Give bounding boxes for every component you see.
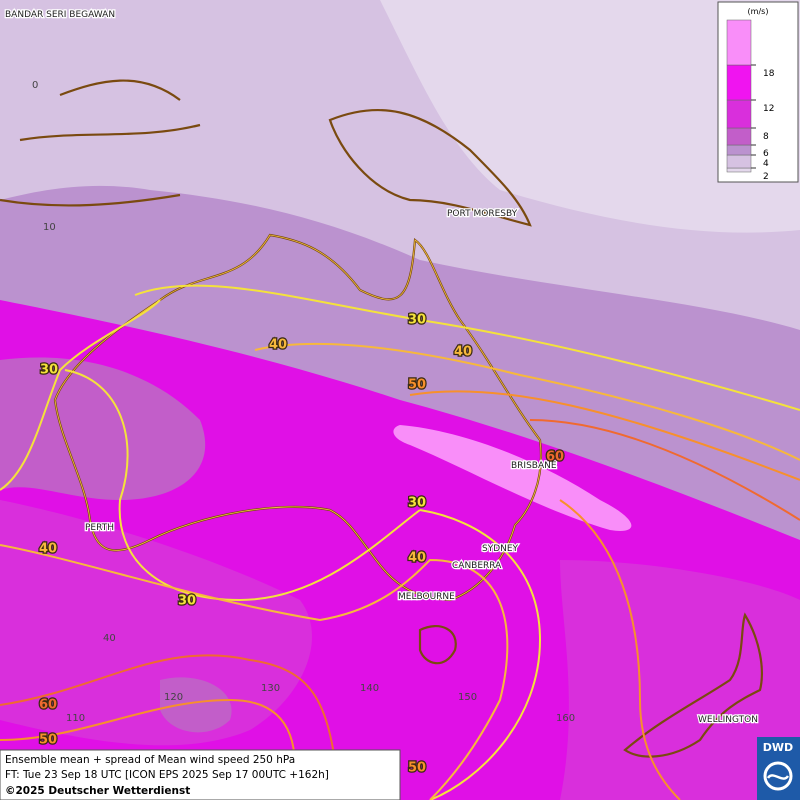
contour-label: 30 — [178, 594, 196, 609]
footer-title: Ensemble mean + spread of Mean wind spee… — [5, 754, 295, 766]
legend-swatch — [726, 154, 752, 169]
legend-tick-label: 12 — [763, 104, 774, 114]
legend-tick-label: 8 — [763, 132, 769, 142]
legend: (m/s) 2 46 8 12 18 — [717, 1, 799, 183]
grid-label: 10 — [43, 222, 56, 233]
contour-label: 30 — [40, 363, 58, 378]
contour-label: 30 — [408, 313, 426, 328]
contour-label: 60 — [39, 698, 57, 713]
contour-label: 40 — [408, 551, 426, 566]
grid-label: 150 — [458, 692, 477, 703]
contour-label: 50 — [408, 761, 426, 776]
legend-unit: (m/s) — [748, 7, 769, 16]
city-label: BRISBANE — [511, 461, 557, 471]
legend-tick-label: 6 — [763, 149, 769, 159]
contour-label: 50 — [408, 378, 426, 393]
legend-tick-label: 2 — [763, 172, 769, 182]
city-label: CANBERRA — [452, 561, 502, 571]
footer-copyright: ©2025 Deutscher Wetterdienst — [5, 785, 190, 797]
dwd-logo: DWD — [757, 737, 800, 800]
contour-labels: 30 40 40 50 60 30 30 40 40 30 60 50 50 — [38, 311, 566, 777]
contour-label: 40 — [39, 542, 57, 557]
contour-label: 30 — [408, 496, 426, 511]
coastlines — [0, 79, 763, 758]
contour-label: 40 — [454, 345, 472, 360]
footer: Ensemble mean + spread of Mean wind spee… — [0, 749, 401, 801]
legend-swatch — [726, 64, 752, 101]
city-label: SYDNEY — [482, 544, 519, 554]
grid-labels: 0 10 40 110 120 130 140 150 160 — [32, 80, 575, 724]
grid-label: 0 — [32, 80, 38, 91]
city-label: MELBOURNE — [398, 592, 455, 602]
grid-label: 110 — [66, 713, 85, 724]
city-label: BANDAR SERI BEGAWAN — [5, 10, 115, 20]
footer-time: FT: Tue 23 Sep 18 UTC [ICON EPS 2025 Sep… — [5, 769, 329, 781]
contour-label: 40 — [269, 338, 287, 353]
grid-label: 140 — [360, 683, 379, 694]
legend-tick-label: 18 — [763, 69, 775, 79]
contours — [0, 284, 800, 801]
contour-label: 60 — [546, 450, 564, 465]
legend-swatch — [726, 144, 752, 156]
grid-label: 130 — [261, 683, 280, 694]
city-label: WELLINGTON — [698, 715, 758, 725]
city-label: PERTH — [85, 523, 114, 533]
grid-label: 40 — [103, 633, 116, 644]
grid-label: 160 — [556, 713, 575, 724]
legend-swatch — [726, 167, 752, 173]
legend-tick-label: 4 — [763, 159, 769, 169]
city-label: PORT MORESBY — [447, 209, 518, 219]
city-labels: BANDAR SERI BEGAWAN PORT MORESBY BRISBAN… — [4, 9, 759, 727]
contour-label: 50 — [39, 733, 57, 748]
logo-text: DWD — [763, 741, 793, 754]
grid-label: 120 — [164, 692, 183, 703]
legend-swatch — [726, 19, 752, 66]
legend-swatch — [726, 127, 752, 146]
legend-swatch — [726, 99, 752, 129]
